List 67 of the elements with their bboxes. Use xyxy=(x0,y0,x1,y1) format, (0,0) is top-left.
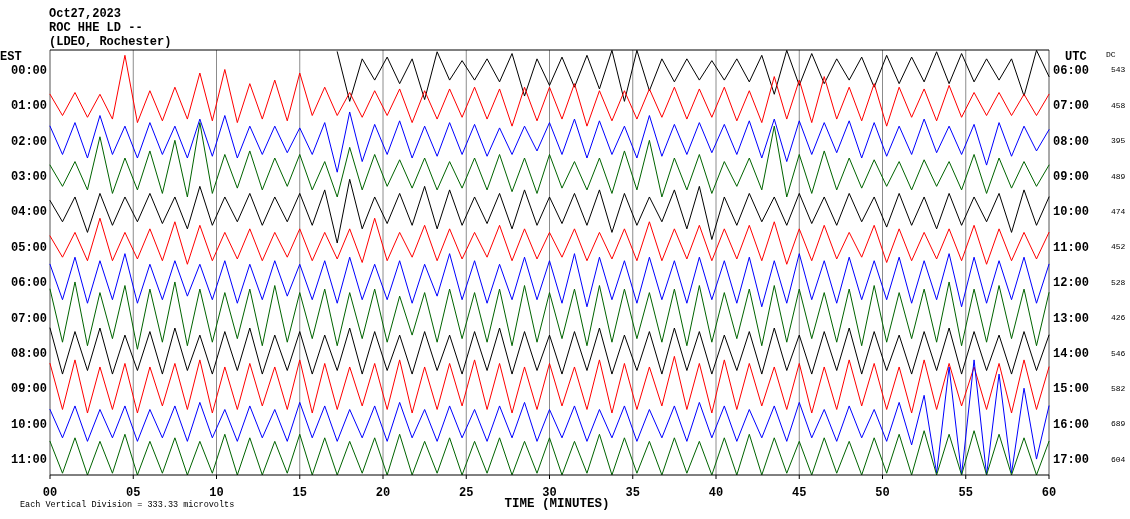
y-tick-label: 06:00 xyxy=(10,276,47,291)
y2-tick-label: 14:00 xyxy=(1053,347,1090,362)
line-series xyxy=(49,178,1050,244)
text: 452 xyxy=(1111,242,1126,252)
text: 528 xyxy=(1111,277,1126,287)
y-tick-label: 04:00 xyxy=(10,205,47,220)
text: 546 xyxy=(1111,348,1126,358)
y-tick-label: 11:00 xyxy=(10,453,47,468)
y2-tick-label: 13:00 xyxy=(1053,311,1090,326)
text: 543 xyxy=(1111,65,1126,75)
y2-axis-title: UTC xyxy=(1065,50,1087,64)
y-tick-label: 09:00 xyxy=(10,382,47,397)
y-tick-label: 08:00 xyxy=(10,347,47,362)
y2-tick-label: 15:00 xyxy=(1053,382,1090,397)
y2-tick-label: 12:00 xyxy=(1053,276,1090,291)
x-tick-label: 35 xyxy=(625,486,640,500)
y-tick-label: 02:00 xyxy=(10,134,47,149)
line-series xyxy=(49,430,1050,476)
y-tick-label: 01:00 xyxy=(10,99,47,114)
line-series xyxy=(49,327,1050,375)
y-axis-title: EST xyxy=(0,50,22,64)
y2-tick-label: 10:00 xyxy=(1053,205,1090,220)
y2-tick-label: 08:00 xyxy=(1053,134,1090,149)
line-series xyxy=(49,359,1050,476)
text: 489 xyxy=(1111,171,1126,181)
text: DC xyxy=(1106,50,1116,59)
text: 604 xyxy=(1111,454,1126,464)
x-tick-label: 50 xyxy=(875,486,890,500)
line-series xyxy=(49,281,1050,350)
text: 689 xyxy=(1111,419,1126,429)
text: 582 xyxy=(1111,384,1126,394)
y2-tick-label: 17:00 xyxy=(1053,453,1090,468)
x-tick-label: 15 xyxy=(292,486,307,500)
line-series xyxy=(49,355,1050,414)
chart-title: Oct27,2023 xyxy=(49,7,122,21)
y2-tick-label: 07:00 xyxy=(1053,99,1090,114)
line-series xyxy=(49,217,1050,265)
y-tick-label: 00:00 xyxy=(10,63,47,78)
x-tick-label: 60 xyxy=(1041,486,1057,500)
y2-tick-label: 11:00 xyxy=(1053,240,1090,255)
x-tick-label: 00 xyxy=(42,486,58,500)
x-tick-label: 20 xyxy=(375,486,391,500)
x-axis-title: TIME (MINUTES) xyxy=(504,497,610,511)
y-tick-label: 10:00 xyxy=(10,417,47,432)
text: 426 xyxy=(1111,313,1126,323)
y-tick-label: 07:00 xyxy=(10,311,47,326)
x-tick-label: 40 xyxy=(708,486,724,500)
y-tick-label: 05:00 xyxy=(10,240,47,255)
x-tick-label: 05 xyxy=(126,486,141,500)
line-series xyxy=(49,54,1050,127)
text: 395 xyxy=(1111,136,1126,146)
text: Each Vertical Division = 333.33 microvolts xyxy=(20,500,235,510)
y2-tick-label: 06:00 xyxy=(1053,63,1090,78)
y2-tick-label: 09:00 xyxy=(1053,169,1090,184)
text: (LDEO, Rochester) xyxy=(49,35,172,49)
y2-tick-label: 16:00 xyxy=(1053,417,1090,432)
x-tick-label: 45 xyxy=(792,486,807,500)
x-tick-label: 10 xyxy=(209,486,224,500)
y-tick-label: 03:00 xyxy=(10,169,47,184)
x-tick-label: 25 xyxy=(459,486,474,500)
line-series xyxy=(49,122,1050,198)
line-series xyxy=(49,111,1050,173)
text: 458 xyxy=(1111,100,1126,110)
x-tick-label: 55 xyxy=(958,486,973,500)
text: 474 xyxy=(1111,206,1126,216)
line-series xyxy=(49,253,1050,308)
chart-subtitle: ROC HHE LD -- xyxy=(49,21,143,35)
